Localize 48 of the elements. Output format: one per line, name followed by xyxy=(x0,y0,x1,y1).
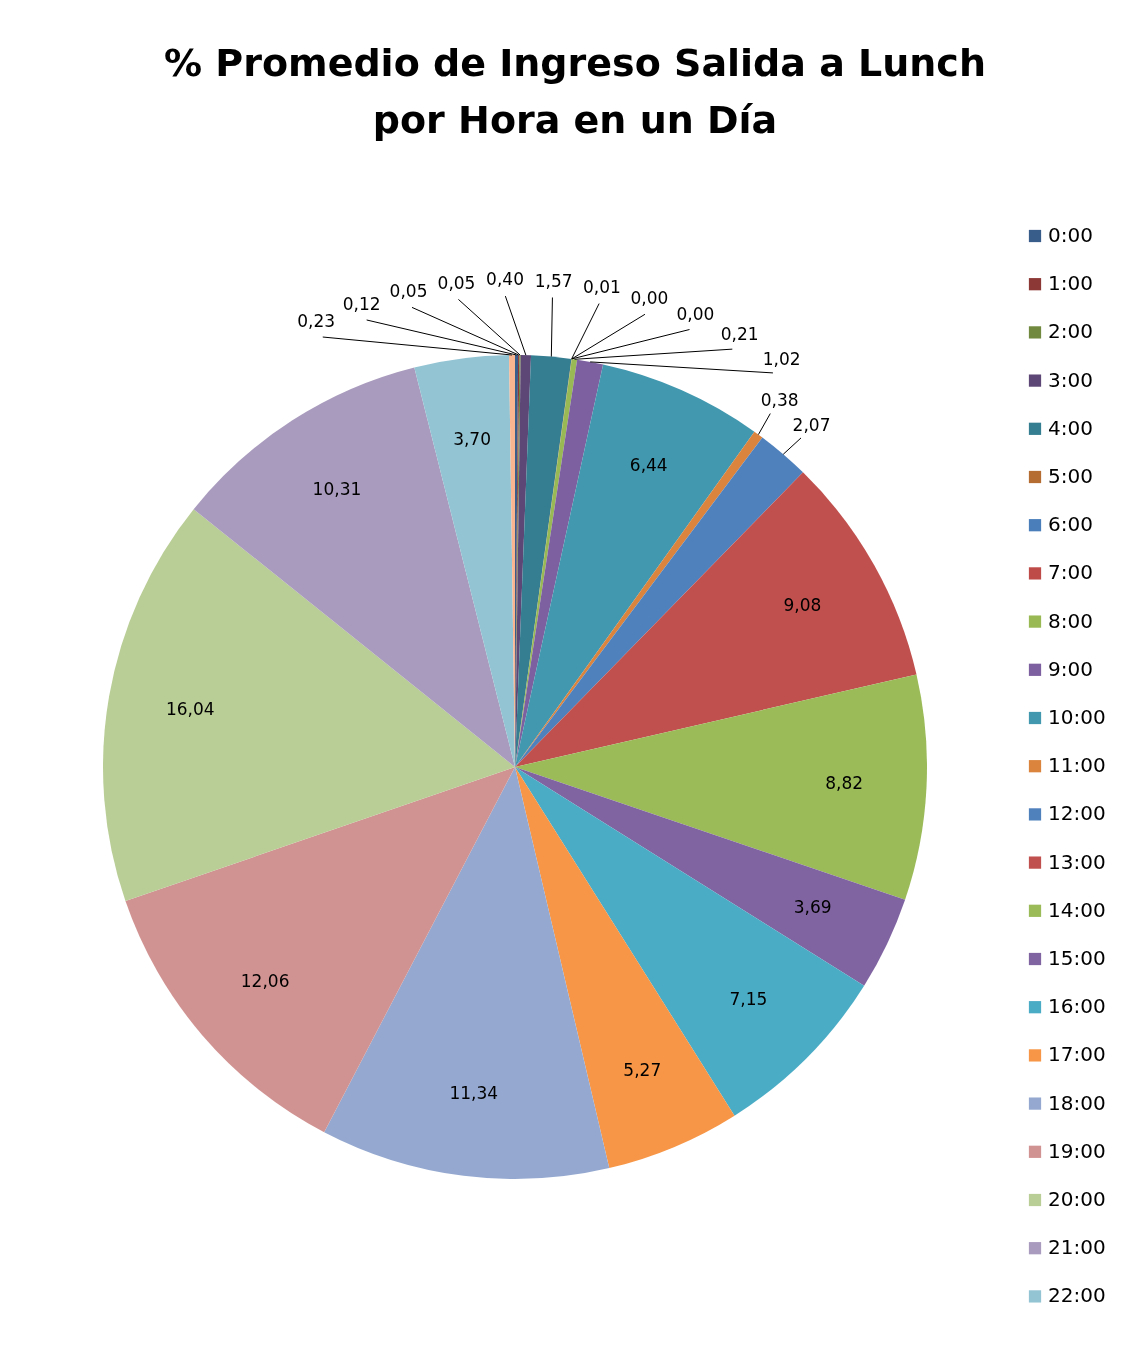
data-label: 12,06 xyxy=(240,970,290,991)
legend-label: 16:00 xyxy=(1048,994,1106,1019)
text: 0,00 xyxy=(630,287,669,308)
data-label: 0,23 xyxy=(297,311,336,332)
legend-label: 5:00 xyxy=(1048,464,1093,488)
data-label: 3,69 xyxy=(793,897,832,918)
data-label: 5,27 xyxy=(623,1060,662,1081)
legend-label: 22:00 xyxy=(1048,1283,1106,1308)
legend-label: 6:00 xyxy=(1048,512,1093,537)
legend-label: 19:00 xyxy=(1048,1138,1106,1163)
legend-label: 13:00 xyxy=(1048,849,1106,874)
data-label: 0,05 xyxy=(437,272,476,293)
data-label: 7,15 xyxy=(729,988,768,1009)
legend-label: 15:00 xyxy=(1048,946,1106,970)
legend-label: 14:00 xyxy=(1048,897,1106,922)
legend-label: 7:00 xyxy=(1048,560,1093,585)
legend-label: 20:00 xyxy=(1048,1187,1106,1211)
data-label: 8,82 xyxy=(825,772,864,793)
data-label: 1,57 xyxy=(534,270,573,291)
data-label: 16,04 xyxy=(165,699,215,720)
legend-label: 10:00 xyxy=(1048,705,1106,729)
text: 0,00 xyxy=(676,303,715,324)
data-label: 0,40 xyxy=(486,269,524,290)
legend-label: 2:00 xyxy=(1048,319,1093,344)
legend-label: 11:00 xyxy=(1048,753,1106,778)
data-label: 9,08 xyxy=(783,594,822,615)
data-label: 1,02 xyxy=(762,348,801,369)
data-label: 2,07 xyxy=(792,414,831,435)
legend-label: 17:00 xyxy=(1048,1042,1106,1067)
legend-label: 3:00 xyxy=(1048,367,1093,392)
chart-title: % Promedio de Ingreso Salida a Lunch por Hora en un Día xyxy=(164,41,986,142)
data-label: 11,34 xyxy=(449,1083,499,1104)
legend-label: 9:00 xyxy=(1048,656,1093,681)
legend-label: 18:00 xyxy=(1048,1090,1106,1115)
data-label: 0,01 xyxy=(583,276,621,297)
data-label: 0,38 xyxy=(760,389,799,410)
data-label: 0,21 xyxy=(720,323,759,344)
legend-label: 1:00 xyxy=(1048,271,1093,296)
legend-label: 0:00 xyxy=(1048,223,1093,247)
legend-label: 4:00 xyxy=(1048,415,1093,440)
data-label: 10,31 xyxy=(312,478,362,499)
legend-label: 21:00 xyxy=(1048,1235,1106,1260)
data-label: 6,44 xyxy=(629,454,668,475)
data-label: 0,05 xyxy=(389,280,428,301)
data-label: 3,70 xyxy=(453,429,491,450)
legend-label: 8:00 xyxy=(1048,608,1093,633)
data-label: 0,12 xyxy=(342,293,381,314)
legend-label: 12:00 xyxy=(1048,801,1106,826)
